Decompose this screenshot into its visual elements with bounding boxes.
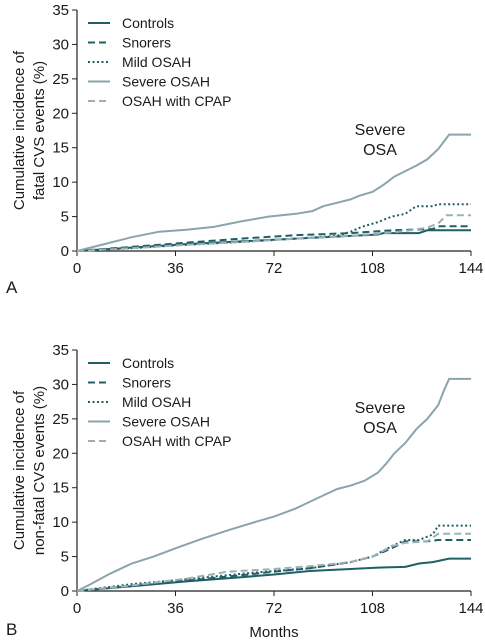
annotation-text: OSA [363,142,397,159]
panel-label: B [6,620,17,639]
y-axis-label: Cumulative incidence of [11,50,28,210]
series-line-mild-osah [76,524,471,592]
chart-panel-B: 0 5 10 15 20 25 30 35 0 36 72 108 144 Cumulative inci… [6,342,484,641]
x-tick-label: 108 [360,600,385,617]
y-tick-label: 10 [52,174,69,191]
y-tick-label: 0 [61,583,69,600]
y-tick-label: 30 [52,36,69,53]
y-axis-label: Cumulative incidence of [11,390,28,550]
y-tick-label: 0 [61,243,69,260]
y-tick-label: 25 [52,71,69,88]
y-tick-label: 15 [52,140,69,157]
y-tick-label: 20 [52,445,69,462]
chart-panel-A: 0 5 10 15 20 25 30 35 0 36 72 108 144 Cumulative inci… [6,2,484,297]
legend-label: Severe OSAH [122,74,210,90]
legend-label: OSAH with CPAP [122,433,231,449]
x-tick-label: 36 [167,260,184,277]
series-line-snorers [76,225,471,252]
x-tick-label: 144 [458,600,483,617]
panel-label: A [6,278,18,297]
legend-label: Snorers [122,35,171,51]
x-tick-label: 72 [266,600,283,617]
series-line-osah-with-cpap [76,532,471,592]
y-tick-label: 35 [52,2,69,19]
y-tick-label: 5 [61,209,69,226]
series-line-osah-with-cpap [76,214,471,252]
x-tick-label: 0 [73,600,81,617]
legend-label: OSAH with CPAP [122,93,231,109]
x-tick-label: 36 [167,600,184,617]
x-axis-label: Months [249,624,298,641]
y-tick-label: 30 [52,376,69,393]
annotation-text: Severe [355,400,406,417]
y-axis-label: non-fatal CVS events (%) [31,386,48,555]
y-tick-label: 35 [52,342,69,359]
legend: Controls Snorers Mild OSAH Severe OSAH OSAH … [88,355,231,449]
x-tick-label: 144 [458,260,483,277]
series-line-severe-osah [76,377,471,592]
y-tick-label: 10 [52,514,69,531]
y-tick-label: 25 [52,411,69,428]
legend-label: Severe OSAH [122,414,210,430]
annotation-text: OSA [363,420,397,437]
legend-label: Snorers [122,375,171,391]
y-tick-label: 5 [61,549,69,566]
y-tick-label: 20 [52,105,69,122]
legend-label: Mild OSAH [122,54,191,70]
x-tick-label: 0 [73,260,81,277]
x-tick-label: 72 [266,260,283,277]
legend: Controls Snorers Mild OSAH Severe OSAH OSAH … [88,15,231,109]
annotation-text: Severe [355,122,406,139]
x-tick-label: 108 [360,260,385,277]
series-line-mild-osah [76,203,471,252]
legend-label: Controls [122,355,174,371]
legend-label: Controls [122,15,174,31]
series-line-controls [76,557,471,592]
series-line-severe-osah [76,133,471,252]
legend-label: Mild OSAH [122,394,191,410]
y-tick-label: 15 [52,480,69,497]
y-axis-label: fatal CVS events (%) [31,61,48,200]
